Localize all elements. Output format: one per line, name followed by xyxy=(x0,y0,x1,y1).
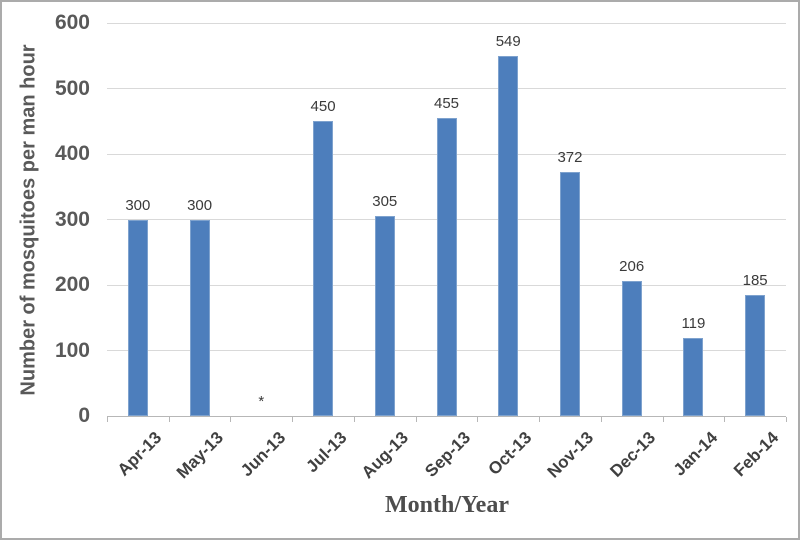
x-axis-line xyxy=(107,416,786,417)
y-tick-label: 500 xyxy=(54,76,90,100)
gridline xyxy=(107,22,786,24)
bar-value-label: 450 xyxy=(310,98,336,116)
axis-tick-mark xyxy=(539,417,541,422)
x-tick-label: Apr-13 xyxy=(113,428,166,480)
bar-value-label: 300 xyxy=(125,196,151,214)
bar-value-label: 549 xyxy=(495,33,521,51)
axis-tick-mark xyxy=(230,417,232,422)
x-tick-label: Jun-13 xyxy=(236,428,289,481)
bar xyxy=(498,56,519,416)
axis-tick-mark xyxy=(724,417,726,422)
x-tick-label: Nov-13 xyxy=(543,428,598,482)
bar xyxy=(127,219,148,416)
bar-value-label: 300 xyxy=(187,196,213,214)
y-tick-label: 100 xyxy=(54,338,90,362)
axis-tick-mark xyxy=(292,417,294,422)
x-tick-label: Aug-13 xyxy=(358,428,413,483)
x-tick-label: Jan-14 xyxy=(669,428,721,480)
bar xyxy=(559,172,580,416)
y-axis-title: Number of mosquitoes per man hour xyxy=(17,44,40,396)
x-tick-label: May-13 xyxy=(172,428,228,483)
bar-value-label: 119 xyxy=(681,315,706,333)
bar xyxy=(374,216,395,416)
y-tick-label: 600 xyxy=(54,11,90,34)
bar xyxy=(313,121,334,416)
axis-tick-mark xyxy=(168,417,170,422)
gridline xyxy=(107,88,786,89)
bar-value-label: 185 xyxy=(742,271,768,289)
y-tick-label: 300 xyxy=(54,207,90,231)
bar xyxy=(436,117,457,416)
axis-tick-mark xyxy=(415,417,417,422)
y-tick-label: 0 xyxy=(78,404,90,427)
bar-value-label: 372 xyxy=(557,149,583,167)
axis-tick-mark xyxy=(600,417,602,422)
x-tick-label: Dec-13 xyxy=(606,428,660,481)
x-tick-label: Feb-14 xyxy=(730,428,783,481)
x-tick-label: Jul-13 xyxy=(302,428,351,477)
bar-value-label: 305 xyxy=(372,193,398,211)
axis-tick-mark xyxy=(353,417,355,422)
x-tick-label: Oct-13 xyxy=(484,428,536,479)
y-tick-label: 200 xyxy=(54,273,90,296)
axis-tick-mark xyxy=(786,417,787,422)
bar-value-label: * xyxy=(258,393,265,410)
bar xyxy=(683,338,704,416)
bar xyxy=(745,294,766,416)
bar xyxy=(189,219,210,416)
axis-tick-mark xyxy=(107,417,108,422)
bar-value-label: 455 xyxy=(433,94,460,112)
axis-tick-mark xyxy=(477,417,479,422)
y-tick-label: 400 xyxy=(54,142,90,165)
x-axis-title: Month/Year xyxy=(385,492,509,518)
x-tick-label: Sep-13 xyxy=(421,428,474,481)
axis-tick-mark xyxy=(662,417,664,422)
bar-value-label: 206 xyxy=(619,258,645,276)
bar xyxy=(621,281,642,416)
